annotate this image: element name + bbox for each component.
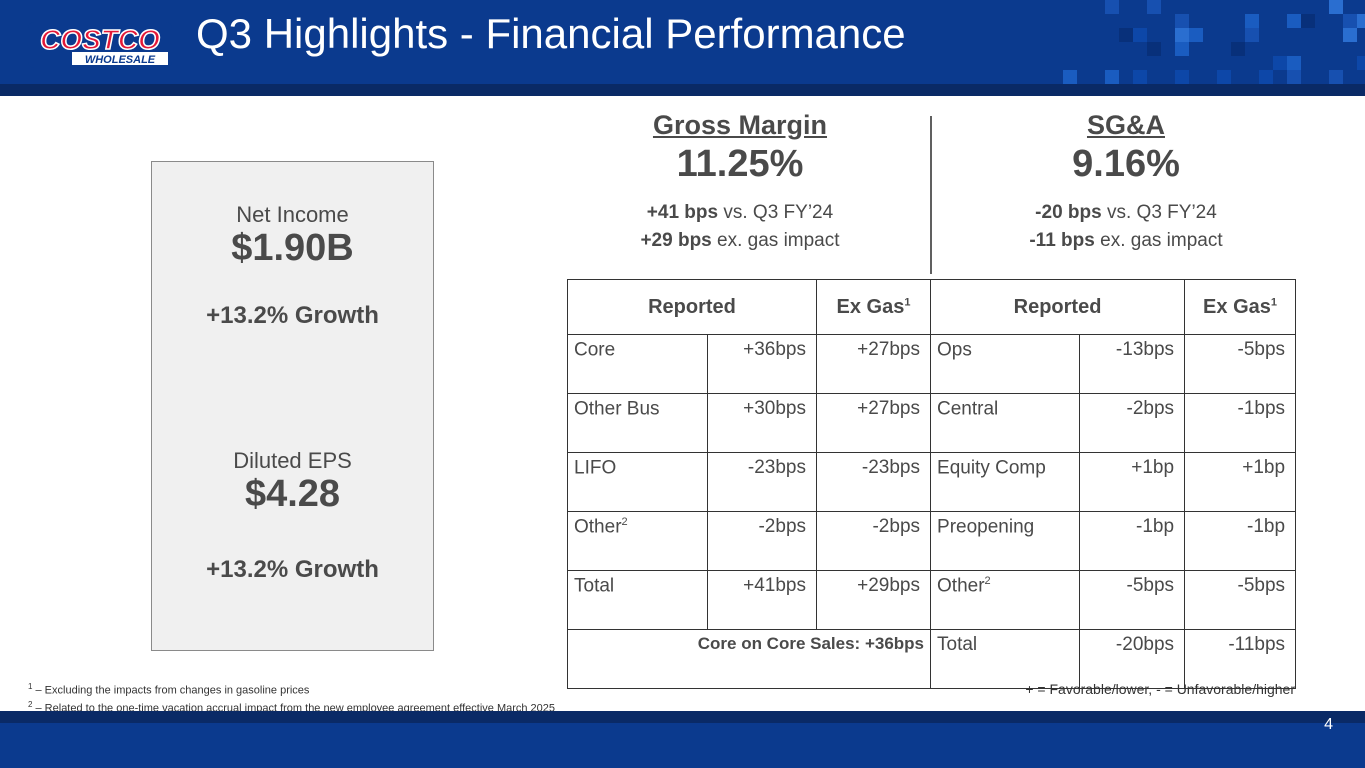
- sga-label: Preopening: [930, 511, 1081, 571]
- sga-reported: -2bps: [1079, 393, 1186, 453]
- sga-reported-header: Reported: [930, 279, 1186, 335]
- sga-reported: -1bp: [1079, 511, 1186, 571]
- logo-line2: WHOLESALE: [85, 54, 156, 66]
- gross-margin-value: 11.25%: [676, 143, 804, 185]
- core-on-core-sales: Core on Core Sales: +36bps: [566, 629, 932, 689]
- page-number: 4: [1324, 716, 1333, 733]
- gm-reported: +36bps: [706, 334, 818, 394]
- gm-reported: +30bps: [706, 393, 818, 453]
- table-header-row: Reported Ex Gas1 Reported Ex Gas1: [566, 279, 1297, 335]
- gm-exgas: +27bps: [816, 393, 932, 453]
- sga-exgas: +1bp: [1184, 452, 1297, 512]
- sga-label: Equity Comp: [930, 452, 1081, 512]
- footer-bar: 4: [0, 711, 1365, 768]
- sga-value: 9.16%: [1072, 143, 1180, 185]
- table-row: LIFO -23bps -23bps Equity Comp +1bp +1bp: [567, 452, 1297, 512]
- sga-block: SG&A 9.16% -20 bps vs. Q3 FY’24 -11 bps …: [946, 110, 1306, 252]
- eps-growth: +13.2% Growth: [206, 556, 379, 583]
- gm-exgas: -2bps: [816, 511, 932, 571]
- eps-box: Diluted EPS $4.28 +13.2% Growth: [151, 392, 434, 651]
- sga-total-exgas: -11bps: [1184, 629, 1297, 689]
- gm-reported-header: Reported: [566, 279, 818, 335]
- gm-label: Other2: [567, 511, 708, 571]
- table-row: Core on Core Sales: +36bps Total -20bps …: [566, 629, 1297, 689]
- costco-logo: COSTCO WHOLESALE: [28, 22, 172, 68]
- gm-exgas: +29bps: [816, 570, 932, 630]
- net-income-growth: +13.2% Growth: [206, 302, 379, 329]
- gm-reported: +41bps: [706, 570, 818, 630]
- sga-reported: -5bps: [1079, 570, 1186, 630]
- sga-exgas: -1bps: [1184, 393, 1297, 453]
- header-band: [0, 84, 1365, 96]
- sga-label: Ops: [930, 334, 1081, 394]
- table-row: Total +41bps +29bps Other2 -5bps -5bps: [567, 570, 1297, 630]
- table-row: Other2 -2bps -2bps Preopening -1bp -1bp: [567, 511, 1297, 571]
- table-row: Core +36bps +27bps Ops -13bps -5bps: [567, 334, 1297, 394]
- header-bar: COSTCO WHOLESALE Q3 Highlights - Financi…: [0, 0, 1365, 84]
- gm-exgas-header: Ex Gas1: [816, 279, 932, 335]
- net-income-box: Net Income $1.90B +13.2% Growth: [151, 161, 434, 394]
- sga-total-reported: -20bps: [1079, 629, 1186, 689]
- metric-divider: [930, 116, 932, 274]
- sga-exgas: -5bps: [1184, 334, 1297, 394]
- footer-band: [0, 711, 1365, 723]
- sga-ex-gas: -11 bps ex. gas impact: [1029, 230, 1223, 251]
- page-title: Q3 Highlights - Financial Performance: [196, 10, 906, 57]
- logo-line1: COSTCO: [40, 24, 160, 55]
- net-income-value: $1.90B: [231, 227, 354, 269]
- gm-label: LIFO: [567, 452, 708, 512]
- legend-note: + = Favorable/lower, - = Unfavorable/hig…: [1025, 681, 1295, 697]
- gross-margin-title: Gross Margin: [652, 110, 828, 140]
- eps-value: $4.28: [244, 473, 341, 515]
- sga-reported: -13bps: [1079, 334, 1186, 394]
- header-pattern: [1035, 0, 1365, 84]
- bps-table: Reported Ex Gas1 Reported Ex Gas1 Core +3…: [566, 279, 1297, 689]
- sga-exgas-header: Ex Gas1: [1184, 279, 1297, 335]
- gm-exgas: +27bps: [816, 334, 932, 394]
- gross-margin-ex-gas: +29 bps ex. gas impact: [640, 230, 840, 251]
- gm-reported: -23bps: [706, 452, 818, 512]
- gm-exgas: -23bps: [816, 452, 932, 512]
- footnote-1: 1 – Excluding the impacts from changes i…: [28, 682, 310, 697]
- gross-margin-block: Gross Margin 11.25% +41 bps vs. Q3 FY’24…: [560, 110, 920, 252]
- gm-reported: -2bps: [706, 511, 818, 571]
- gm-label: Other Bus: [567, 393, 708, 453]
- eps-label: Diluted EPS: [233, 448, 352, 473]
- gm-label: Total: [567, 570, 708, 630]
- gm-label: Core: [567, 334, 708, 394]
- sga-label: Central: [930, 393, 1081, 453]
- sga-label: Other2: [930, 570, 1081, 630]
- sga-total-label: Total: [930, 629, 1081, 689]
- sga-vs-prior: -20 bps vs. Q3 FY’24: [1035, 202, 1217, 223]
- sga-exgas: -5bps: [1184, 570, 1297, 630]
- net-income-label: Net Income: [236, 202, 349, 227]
- sga-reported: +1bp: [1079, 452, 1186, 512]
- gross-margin-vs-prior: +41 bps vs. Q3 FY’24: [646, 202, 834, 223]
- sga-exgas: -1bp: [1184, 511, 1297, 571]
- table-row: Other Bus +30bps +27bps Central -2bps -1bps: [567, 393, 1297, 453]
- sga-title: SG&A: [1086, 110, 1165, 140]
